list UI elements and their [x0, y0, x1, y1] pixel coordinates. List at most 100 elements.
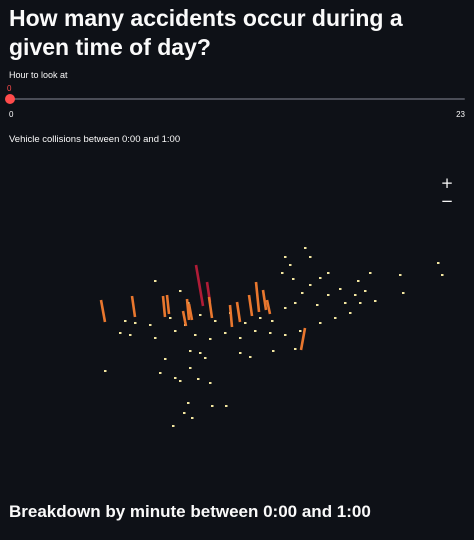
- collision-column: [235, 301, 242, 323]
- collision-point: [299, 330, 302, 332]
- collision-point: [174, 377, 177, 379]
- collision-point: [199, 352, 202, 354]
- collision-point: [364, 290, 367, 292]
- collision-column: [185, 298, 191, 321]
- collision-point: [271, 320, 274, 322]
- collision-point: [316, 304, 319, 306]
- collision-column: [261, 289, 268, 311]
- breakdown-title: Breakdown by minute between 0:00 and 1:0…: [9, 502, 371, 521]
- collision-point: [284, 256, 287, 258]
- collision-point: [204, 357, 207, 359]
- collision-column: [99, 299, 107, 323]
- collision-column: [181, 310, 188, 327]
- collision-column: [187, 303, 194, 321]
- collision-point: [441, 274, 444, 276]
- collision-point: [209, 382, 212, 384]
- collision-point: [402, 292, 405, 294]
- collision-point: [134, 322, 137, 324]
- collision-point: [174, 330, 177, 332]
- collision-point: [129, 334, 132, 336]
- collision-column: [194, 264, 205, 307]
- collision-column: [161, 295, 167, 318]
- collision-point: [164, 358, 167, 360]
- slider-current-value: 0: [7, 84, 12, 93]
- collision-point: [191, 417, 194, 419]
- slider-min-label: 0: [9, 110, 14, 119]
- collision-point: [334, 317, 337, 319]
- collision-point: [357, 280, 360, 282]
- collision-point: [294, 302, 297, 304]
- collision-point: [319, 322, 322, 324]
- collision-point: [194, 334, 197, 336]
- collision-point: [369, 272, 372, 274]
- collision-point: [292, 278, 295, 280]
- collision-point: [189, 367, 192, 369]
- collision-map[interactable]: + −: [9, 152, 465, 482]
- collision-point: [149, 324, 152, 326]
- collision-point: [304, 247, 307, 249]
- collision-point: [359, 302, 362, 304]
- collision-point: [244, 322, 247, 324]
- zoom-out-button[interactable]: −: [440, 192, 454, 210]
- collision-point: [187, 402, 190, 404]
- collision-point: [104, 370, 107, 372]
- collision-column: [265, 299, 272, 315]
- collision-point: [199, 314, 202, 316]
- collision-point: [197, 378, 200, 380]
- collision-point: [154, 337, 157, 339]
- collision-point: [374, 300, 377, 302]
- collision-point: [224, 332, 227, 334]
- collision-point: [189, 350, 192, 352]
- collision-point: [327, 294, 330, 296]
- collision-point: [284, 307, 287, 309]
- collision-point: [437, 262, 440, 264]
- collision-point: [349, 312, 352, 314]
- collision-point: [225, 405, 228, 407]
- collision-point: [249, 356, 252, 358]
- collision-point: [214, 320, 217, 322]
- collision-point: [179, 290, 182, 292]
- collision-column: [228, 304, 234, 328]
- collision-point: [159, 372, 162, 374]
- collision-point: [119, 332, 122, 334]
- collision-point: [399, 274, 402, 276]
- zoom-in-button[interactable]: +: [440, 174, 454, 192]
- collision-point: [254, 330, 257, 332]
- collision-column: [165, 294, 171, 315]
- slider-max-label: 23: [456, 110, 465, 119]
- page-title: How many accidents occur during a given …: [9, 5, 403, 60]
- collision-point: [319, 277, 322, 279]
- collision-point: [211, 405, 214, 407]
- collision-point: [284, 334, 287, 336]
- collision-point: [183, 412, 186, 414]
- collision-point: [239, 337, 242, 339]
- collision-point: [309, 284, 312, 286]
- collision-point: [281, 272, 284, 274]
- collision-point: [172, 425, 175, 427]
- collision-point: [179, 380, 182, 382]
- collision-columns: [99, 264, 307, 351]
- collision-point: [344, 302, 347, 304]
- collision-point: [269, 332, 272, 334]
- collision-point: [124, 320, 127, 322]
- slider-track[interactable]: [9, 98, 465, 100]
- hour-slider-label: Hour to look at: [9, 70, 68, 80]
- collision-column: [207, 296, 214, 319]
- collision-column: [299, 327, 307, 351]
- hexagon-layer: [99, 247, 444, 427]
- collision-point: [169, 317, 172, 319]
- collision-point: [327, 272, 330, 274]
- collision-point: [301, 292, 304, 294]
- slider-thumb[interactable]: [5, 94, 15, 104]
- collision-point: [339, 288, 342, 290]
- map-zoom-controls: + −: [439, 174, 455, 210]
- collision-point: [354, 294, 357, 296]
- collision-point: [309, 256, 312, 258]
- collision-column: [247, 294, 254, 317]
- collision-point: [209, 338, 212, 340]
- collision-point: [154, 280, 157, 282]
- collision-column: [130, 295, 137, 318]
- hour-slider[interactable]: 0 0 23: [5, 84, 465, 119]
- collision-point: [272, 350, 275, 352]
- collision-point: [289, 264, 292, 266]
